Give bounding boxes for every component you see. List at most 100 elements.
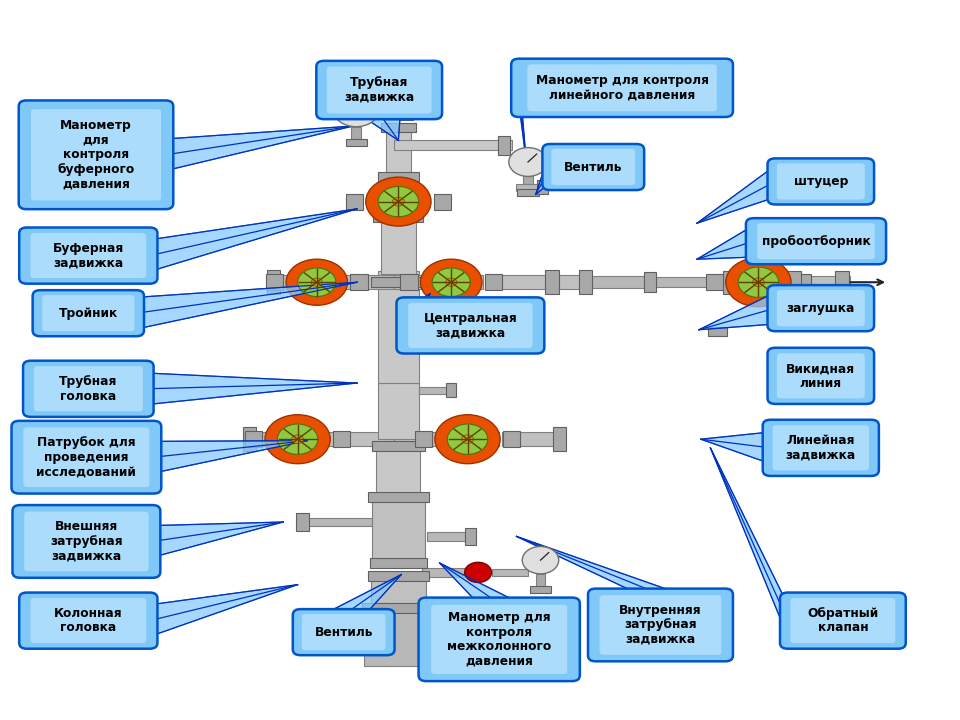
Text: Тройник: Тройник [59,307,118,320]
Polygon shape [710,448,787,636]
Polygon shape [697,166,776,223]
Text: Внешняя
затрубная
задвижка: Внешняя затрубная задвижка [50,521,123,562]
Polygon shape [699,292,776,330]
FancyBboxPatch shape [768,348,874,404]
FancyBboxPatch shape [351,127,361,143]
FancyBboxPatch shape [42,295,134,331]
FancyBboxPatch shape [708,327,727,336]
Circle shape [447,424,488,454]
Circle shape [445,278,457,287]
Text: заглушка: заглушка [786,302,855,315]
FancyBboxPatch shape [419,598,580,681]
FancyBboxPatch shape [465,528,476,545]
Circle shape [298,268,336,297]
Circle shape [738,267,779,297]
Text: Внутренняя
затрубная
задвижка: Внутренняя затрубная задвижка [619,604,702,646]
Polygon shape [323,575,401,615]
Polygon shape [358,113,400,140]
FancyBboxPatch shape [34,366,143,411]
Circle shape [435,415,500,464]
FancyBboxPatch shape [394,275,483,289]
FancyBboxPatch shape [362,603,435,613]
Polygon shape [150,585,298,636]
FancyBboxPatch shape [777,354,865,398]
FancyBboxPatch shape [373,212,423,222]
FancyBboxPatch shape [12,505,160,577]
FancyBboxPatch shape [31,233,146,278]
FancyBboxPatch shape [376,446,420,497]
FancyBboxPatch shape [296,513,309,531]
Text: Обратный
клапан: Обратный клапан [807,607,878,634]
FancyBboxPatch shape [794,274,811,290]
FancyBboxPatch shape [396,297,544,354]
Polygon shape [136,282,357,329]
FancyBboxPatch shape [545,270,559,294]
FancyBboxPatch shape [516,184,542,191]
FancyBboxPatch shape [378,383,419,439]
Circle shape [726,258,791,307]
FancyBboxPatch shape [350,274,368,290]
FancyBboxPatch shape [706,274,723,290]
Circle shape [265,415,330,464]
Circle shape [462,435,473,444]
FancyBboxPatch shape [757,223,875,259]
FancyBboxPatch shape [346,194,363,210]
Text: Трубная
задвижка: Трубная задвижка [344,76,415,104]
FancyBboxPatch shape [378,271,419,383]
FancyBboxPatch shape [503,431,520,447]
Text: Буферная
задвижка: Буферная задвижка [53,242,124,269]
Polygon shape [697,225,754,259]
Text: Викидная
линия: Викидная линия [786,362,855,390]
FancyBboxPatch shape [370,558,427,568]
FancyBboxPatch shape [326,66,432,114]
Text: штуцер: штуцер [794,175,848,188]
Polygon shape [146,373,357,405]
FancyBboxPatch shape [787,271,801,294]
FancyBboxPatch shape [243,427,256,451]
FancyBboxPatch shape [386,99,411,106]
FancyBboxPatch shape [346,139,367,146]
Circle shape [378,186,419,217]
FancyBboxPatch shape [586,276,648,288]
FancyBboxPatch shape [530,586,551,593]
FancyBboxPatch shape [364,608,433,666]
Polygon shape [404,294,430,341]
Circle shape [292,435,303,444]
FancyBboxPatch shape [762,420,879,476]
FancyBboxPatch shape [24,512,149,571]
Polygon shape [516,536,682,595]
Circle shape [393,197,404,206]
FancyBboxPatch shape [517,189,539,196]
FancyBboxPatch shape [301,614,386,650]
FancyBboxPatch shape [777,290,865,326]
FancyBboxPatch shape [527,64,717,112]
Text: Колонная
головка: Колонная головка [54,607,123,634]
FancyBboxPatch shape [422,568,466,577]
FancyBboxPatch shape [400,274,418,290]
Circle shape [277,424,318,454]
FancyBboxPatch shape [773,426,869,470]
FancyBboxPatch shape [19,100,173,209]
Circle shape [366,177,431,226]
FancyBboxPatch shape [492,569,528,576]
Text: Центральная
задвижка: Центральная задвижка [423,312,517,339]
FancyBboxPatch shape [768,158,874,204]
Polygon shape [768,360,776,392]
FancyBboxPatch shape [381,123,416,132]
Text: Манометр
для
контроля
буферного
давления: Манометр для контроля буферного давления [58,120,134,190]
FancyBboxPatch shape [551,149,636,185]
FancyBboxPatch shape [394,140,512,150]
FancyBboxPatch shape [266,274,283,290]
Circle shape [311,278,323,287]
FancyBboxPatch shape [419,387,451,394]
Text: Линейная
задвижка: Линейная задвижка [785,434,856,462]
FancyBboxPatch shape [245,431,262,447]
Circle shape [465,562,492,582]
FancyBboxPatch shape [372,497,424,563]
FancyBboxPatch shape [23,428,150,487]
FancyBboxPatch shape [12,420,161,494]
FancyBboxPatch shape [274,275,403,289]
Text: Вентиль: Вентиль [564,161,622,174]
Polygon shape [440,563,520,603]
FancyBboxPatch shape [434,194,451,210]
